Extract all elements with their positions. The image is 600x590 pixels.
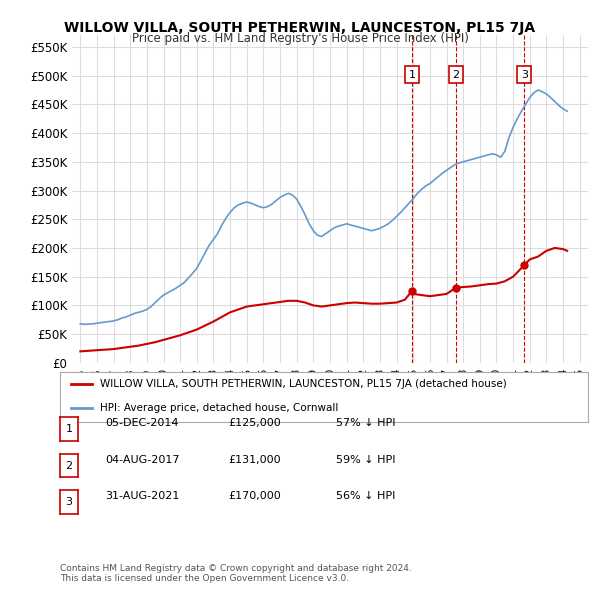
Text: 56% ↓ HPI: 56% ↓ HPI [336,491,395,501]
Text: Price paid vs. HM Land Registry's House Price Index (HPI): Price paid vs. HM Land Registry's House … [131,32,469,45]
Text: 3: 3 [521,70,528,80]
Text: WILLOW VILLA, SOUTH PETHERWIN, LAUNCESTON, PL15 7JA: WILLOW VILLA, SOUTH PETHERWIN, LAUNCESTO… [64,21,536,35]
Text: WILLOW VILLA, SOUTH PETHERWIN, LAUNCESTON, PL15 7JA (detached house): WILLOW VILLA, SOUTH PETHERWIN, LAUNCESTO… [100,379,506,389]
Text: 05-DEC-2014: 05-DEC-2014 [105,418,179,428]
Text: 2: 2 [65,461,73,470]
Text: 3: 3 [65,497,73,507]
Text: 1: 1 [65,424,73,434]
Text: Contains HM Land Registry data © Crown copyright and database right 2024.
This d: Contains HM Land Registry data © Crown c… [60,563,412,583]
Text: 31-AUG-2021: 31-AUG-2021 [105,491,179,501]
Text: 04-AUG-2017: 04-AUG-2017 [105,455,179,464]
Text: 2: 2 [452,70,460,80]
Text: £131,000: £131,000 [228,455,281,464]
Text: £125,000: £125,000 [228,418,281,428]
Text: 57% ↓ HPI: 57% ↓ HPI [336,418,395,428]
Text: 59% ↓ HPI: 59% ↓ HPI [336,455,395,464]
Text: £170,000: £170,000 [228,491,281,501]
Text: 1: 1 [409,70,415,80]
Text: HPI: Average price, detached house, Cornwall: HPI: Average price, detached house, Corn… [100,403,338,413]
